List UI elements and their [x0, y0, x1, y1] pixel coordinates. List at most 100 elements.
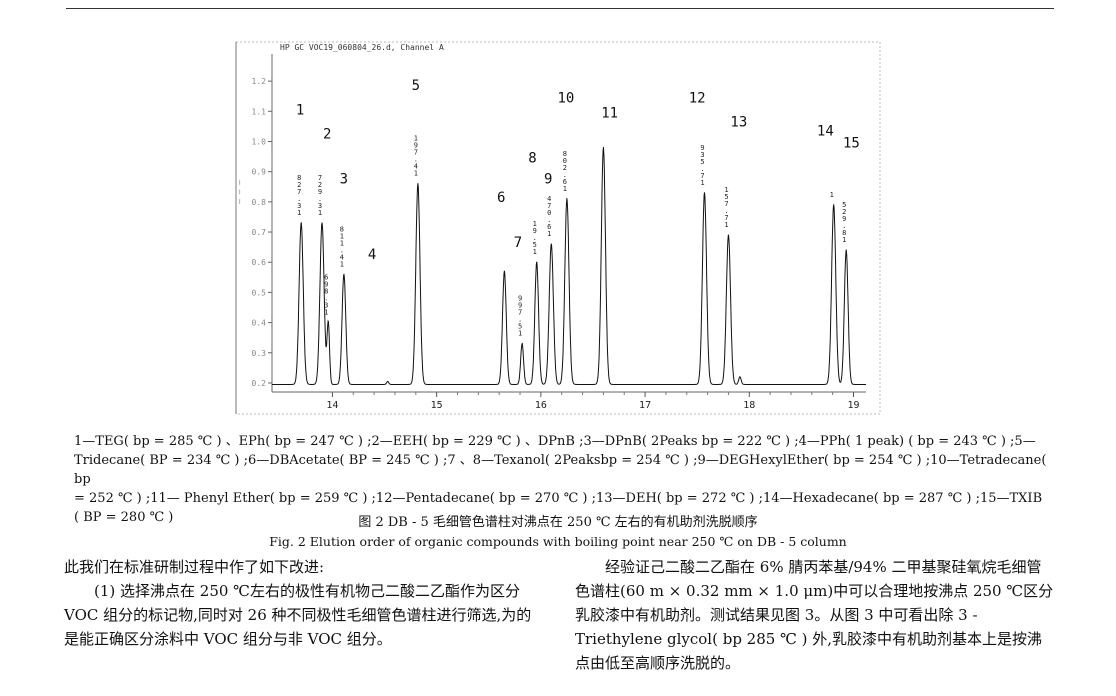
retention-digit: 1 — [563, 185, 567, 193]
peak-apex — [833, 204, 835, 206]
retention-digit: 9 — [518, 295, 522, 303]
retention-digit: 7 — [724, 214, 728, 222]
retention-digit: 5 — [842, 201, 846, 209]
legend-line-2: Tridecane( BP = 234 ℃ ) ;6—DBAcetate( BP… — [74, 453, 1047, 487]
retention-digit: 1 — [340, 232, 344, 240]
peak-apex — [727, 234, 730, 236]
retention-digit: 5 — [724, 193, 728, 201]
peak-number-label: 9 — [544, 172, 552, 188]
peak-apex — [602, 146, 604, 149]
retention-digit: 7 — [547, 202, 551, 210]
y-tick-label: 0.7 — [252, 228, 267, 237]
retention-digit: 6 — [563, 178, 567, 186]
peak-number-label: 4 — [368, 247, 376, 263]
legend-line-4: ( BP = 280 ℃ ) — [74, 510, 174, 525]
retention-digit: 3 — [318, 202, 322, 210]
retention-digit: 1 — [340, 260, 344, 268]
retention-digit: . — [324, 295, 328, 303]
retention-digit: . — [724, 207, 728, 215]
retention-digit: . — [533, 234, 537, 242]
peak-number-label: 2 — [323, 126, 331, 142]
chart-title: HP GC VOC19_060804_26.d, Channel A — [280, 43, 444, 52]
chromatogram-trace — [272, 147, 866, 385]
retention-digit: 1 — [533, 220, 537, 228]
figure-legend: 1—TEG( bp = 285 ℃ ) 、EPh( bp = 247 ℃ ) ;… — [74, 432, 1054, 527]
y-tick-label: 0.5 — [252, 288, 267, 297]
y-tick-label: 0.6 — [252, 258, 267, 267]
peak-apex — [703, 192, 706, 194]
retention-digit: 9 — [324, 281, 328, 289]
retention-digit: . — [340, 246, 344, 254]
retention-digit: 1 — [518, 330, 522, 338]
retention-digit: 6 — [547, 223, 551, 231]
retention-digit: 9 — [414, 142, 418, 150]
retention-digit: 0 — [547, 209, 551, 217]
peak-apex — [503, 270, 505, 272]
peak-retention-time: 1 — [830, 191, 834, 199]
retention-digit: 1 — [724, 186, 728, 194]
retention-digit: . — [700, 165, 704, 173]
figure-title-english: Fig. 2 Elution order of organic compound… — [269, 534, 847, 549]
retention-digit: 2 — [842, 208, 846, 216]
left-paragraph-2: (1) 选择沸点在 250 ℃左右的极性有机物己二酸二乙酯作为区分 VOC 组分… — [64, 582, 532, 648]
peak-apex — [300, 222, 302, 224]
retention-digit: 7 — [297, 188, 301, 196]
peak-number-label: 13 — [730, 114, 747, 130]
y-tick-label: 0.4 — [252, 319, 267, 328]
y-axis-label: — — — — [235, 180, 244, 204]
peak-number-label: 11 — [601, 105, 618, 121]
retention-digit: 8 — [324, 288, 328, 296]
retention-digit: . — [297, 195, 301, 203]
y-tick-label: 1.2 — [252, 77, 267, 86]
retention-digit: 7 — [318, 174, 322, 182]
retention-digit: 8 — [297, 174, 301, 182]
right-column-text: 经验证己二酸二乙酯在 6% 腈丙苯基/94% 二甲基聚硅氧烷毛细管色谱柱(60 … — [575, 555, 1055, 675]
peak-number-label: 7 — [514, 235, 522, 251]
retention-digit: 1 — [318, 209, 322, 217]
retention-digit: 1 — [414, 170, 418, 178]
y-tick-label: 0.3 — [252, 349, 267, 358]
retention-digit: . — [414, 156, 418, 164]
retention-digit: 9 — [518, 302, 522, 310]
peak-number-label: 1 — [296, 102, 304, 118]
peak-apex — [327, 321, 329, 324]
x-tick-label: 18 — [743, 400, 755, 411]
retention-digit: 6 — [324, 274, 328, 282]
retention-digit: 1 — [324, 309, 328, 317]
retention-digit: 0 — [563, 157, 567, 165]
retention-digit: 8 — [563, 150, 567, 158]
y-tick-label: 0.8 — [252, 198, 267, 207]
x-tick-label: 14 — [326, 400, 338, 411]
retention-digit: 1 — [547, 230, 551, 238]
peak-number-label: 8 — [528, 151, 536, 167]
left-paragraph-1: 此我们在标准研制过程中作了如下改进: — [64, 558, 325, 576]
peak-apex — [739, 376, 741, 378]
retention-digit: . — [547, 216, 551, 224]
peak-apex — [387, 380, 389, 383]
retention-digit: 4 — [414, 163, 418, 171]
y-tick-label: 1.1 — [252, 107, 267, 116]
y-tick-label: 1.0 — [252, 137, 267, 146]
legend-line-3: = 252 ℃ ) ;11— Phenyl Ether( bp = 259 ℃ … — [74, 491, 1043, 506]
left-column-text: 此我们在标准研制过程中作了如下改进: (1) 选择沸点在 250 ℃左右的极性有… — [64, 555, 542, 651]
retention-digit: 1 — [533, 248, 537, 256]
retention-digit: 7 — [518, 309, 522, 317]
peak-apex — [343, 273, 345, 275]
retention-digit: 7 — [700, 172, 704, 180]
legend-line-1: 1—TEG( bp = 285 ℃ ) 、EPh( bp = 247 ℃ ) ;… — [74, 434, 1036, 449]
right-paragraph-1: 经验证己二酸二乙酯在 6% 腈丙苯基/94% 二甲基聚硅氧烷毛细管色谱柱(60 … — [575, 558, 1054, 672]
peak-number-label: 14 — [817, 123, 834, 139]
retention-digit: 9 — [700, 144, 704, 152]
retention-digit: 3 — [700, 151, 704, 159]
retention-digit: 1 — [414, 135, 418, 143]
